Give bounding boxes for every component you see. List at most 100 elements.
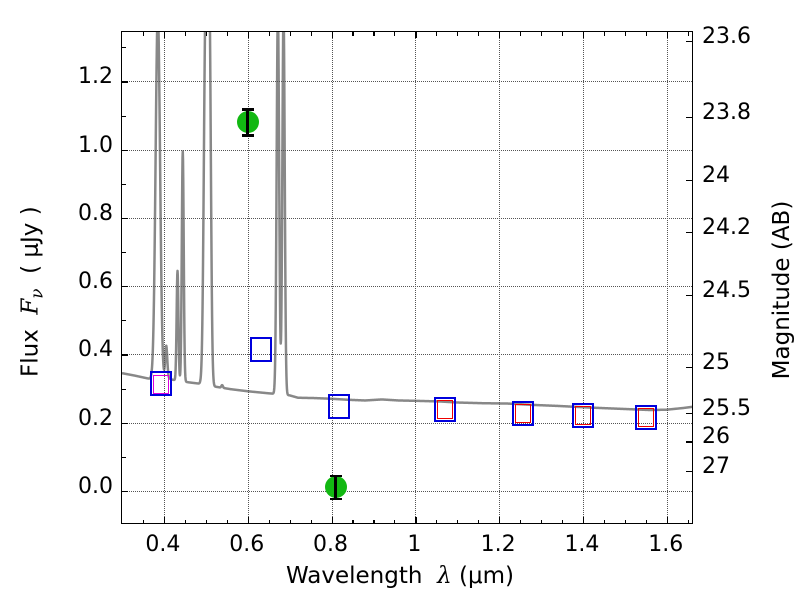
y-tick-label-right-text: 26 (702, 424, 730, 450)
x-tick-minor (457, 519, 459, 523)
marker-magenta-square (152, 374, 169, 394)
gridline-horizontal (122, 81, 692, 83)
y-tick-label-right-text: 25.5 (702, 395, 751, 421)
x-tick-minor-top (142, 32, 145, 36)
errorbar-cap-bottom-front (329, 497, 342, 501)
y-tick-label-left-text: 1.2 (78, 64, 113, 90)
x-tick-minor-top (478, 32, 480, 36)
marker-blue-square (149, 370, 172, 396)
y-tick-minor (122, 252, 126, 254)
x-tick-major (499, 517, 501, 523)
errorbar-cap-top-front (241, 108, 254, 111)
gridline-horizontal (122, 286, 692, 288)
x-tick-minor-top (184, 32, 186, 36)
marker-blue-square (250, 336, 273, 362)
marker-blue-square (433, 397, 456, 423)
y-tick-label-left-text: 0.8 (78, 200, 113, 226)
gridline-vertical (247, 32, 249, 523)
x-tick-label: 1.4 (564, 532, 600, 557)
y-tick-minor (122, 47, 126, 49)
x-tick-major (331, 517, 333, 523)
x-tick-minor-top (205, 32, 207, 36)
y-tick-major (122, 490, 128, 493)
x-axis-unit: (μm) (458, 563, 514, 589)
x-tick-minor-top (268, 32, 270, 36)
x-tick-major-top (499, 32, 501, 38)
x-tick-minor-top (373, 32, 375, 36)
y-tick-label-left-text: 1.0 (78, 132, 113, 158)
x-tick-minor (603, 519, 605, 523)
x-tick-minor (394, 519, 396, 523)
y-tick-major (122, 422, 128, 424)
x-tick-major-top (415, 32, 417, 38)
x-tick-major-top (582, 32, 585, 38)
y-axis-unit: ( μJy ) (17, 206, 44, 274)
x-tick-minor (520, 519, 522, 523)
y-tick-major (122, 81, 128, 83)
x-tick-label: 0.8 (313, 532, 349, 557)
x-tick-major (582, 517, 585, 523)
x-tick-minor-top (541, 32, 543, 36)
y-tick-major-right (686, 294, 692, 296)
x-axis-title-text: Wavelength (286, 563, 423, 589)
gridline-vertical (331, 32, 333, 523)
marker-blue-square (634, 404, 657, 430)
marker-red-square (574, 406, 591, 426)
x-tick-major (163, 517, 166, 523)
errorbar-line-front (246, 109, 249, 136)
x-tick-minor-top (624, 32, 626, 36)
y-tick-major (122, 217, 128, 220)
y-axis-nu-subscript: ν (27, 288, 47, 299)
y-tick-label-right-text: 25 (702, 350, 730, 376)
gridline-vertical (499, 32, 501, 523)
y-tick-major-right (686, 231, 692, 234)
x-tick-minor (184, 519, 186, 523)
x-axis-title: Wavelength λ (μm) (0, 563, 800, 589)
x-tick-minor (226, 519, 228, 523)
x-tick-minor (666, 519, 668, 523)
x-tick-minor-top (520, 32, 522, 36)
y-tick-label-right-text: 24.2 (702, 214, 751, 240)
y-tick-label-left-text: 0.0 (78, 473, 113, 499)
gridline-vertical (582, 32, 584, 523)
x-tick-label: 1 (407, 532, 422, 557)
x-tick-minor (268, 519, 270, 523)
y-tick-major (122, 149, 128, 151)
x-tick-minor-top (352, 32, 354, 36)
x-tick-minor-top (687, 32, 689, 36)
y-tick-label-left-text: 0.6 (78, 269, 113, 295)
x-tick-minor-top (645, 32, 647, 36)
x-tick-minor-top (289, 32, 291, 36)
x-tick-major-top (331, 32, 333, 38)
model-spectrum-curve (122, 32, 692, 412)
y-tick-minor (122, 456, 126, 458)
x-tick-minor (645, 519, 647, 523)
x-tick-major (247, 517, 249, 523)
marker-red-square (637, 408, 654, 428)
x-tick-major-top (247, 32, 249, 38)
y-axis-title-right: Magnitude (AB) (769, 200, 795, 380)
x-tick-minor-top (457, 32, 459, 36)
x-tick-minor (289, 519, 291, 523)
x-tick-major (415, 517, 417, 523)
y-tick-label-left-text: 0.2 (78, 405, 113, 431)
y-tick-minor (122, 115, 126, 117)
x-tick-label: 1.6 (648, 532, 684, 557)
x-tick-minor-top (603, 32, 605, 36)
y-tick-label-right-text: 23.8 (702, 99, 751, 125)
gridline-vertical (415, 32, 417, 523)
x-tick-label: 0.4 (145, 532, 181, 557)
x-tick-minor-top (666, 32, 668, 36)
spectrum-polyline (122, 32, 692, 412)
marker-blue-square (512, 400, 535, 426)
x-tick-minor (541, 519, 543, 523)
y-tick-minor (122, 388, 126, 390)
y-tick-label-right-text: 24.5 (702, 277, 751, 303)
gridline-horizontal (122, 149, 692, 151)
y-tick-major-right (686, 41, 692, 43)
marker-blue-square (571, 402, 594, 428)
x-tick-major-top (163, 32, 166, 38)
y-tick-label-right-text: 24 (702, 162, 730, 188)
x-tick-label: 0.6 (229, 532, 265, 557)
marker-red-square (515, 404, 532, 424)
